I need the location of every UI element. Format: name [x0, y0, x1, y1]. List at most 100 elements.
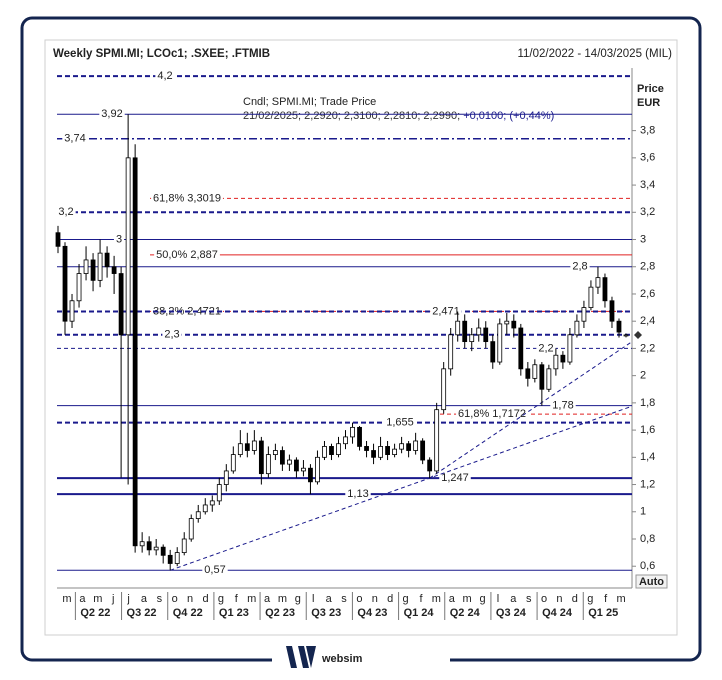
- candle-body: [511, 320, 517, 329]
- candle-body: [209, 500, 215, 506]
- level-label: 3: [116, 233, 122, 245]
- month-label: o: [356, 593, 362, 605]
- month-label: m: [62, 593, 71, 605]
- candle-body: [76, 273, 82, 302]
- month-label: g: [479, 593, 485, 605]
- month-label: n: [372, 593, 378, 605]
- quarter-label: Q1 23: [219, 607, 249, 619]
- logo-icon: [286, 646, 316, 668]
- candle-body: [251, 440, 257, 451]
- legend-values: 21/02/2025; 2,2920; 2,3100; 2,2810; 2,29…: [243, 110, 554, 122]
- y-tick-label: 3,6: [640, 152, 655, 164]
- candle-body: [181, 538, 187, 554]
- quarter-label: Q4 23: [357, 607, 387, 619]
- candle-body: [581, 307, 587, 322]
- candle-body: [301, 467, 306, 472]
- brand: websim: [321, 653, 363, 665]
- candle-body: [441, 368, 447, 411]
- candle-body: [525, 368, 531, 379]
- month-label: a: [79, 593, 86, 605]
- candle-body: [343, 436, 348, 445]
- candle-body: [160, 546, 166, 556]
- auto-label[interactable]: Auto: [639, 576, 664, 588]
- y-tick-label: 2,6: [640, 288, 655, 300]
- quarter-label: Q4 24: [542, 607, 573, 619]
- quarter-label: Q2 23: [265, 607, 295, 619]
- candle-body: [406, 443, 412, 451]
- candle-body: [90, 259, 96, 281]
- legend-change: +0,0100; (+0,44%): [463, 110, 554, 122]
- candle-body: [378, 446, 383, 458]
- quarter-label: Q3 24: [496, 607, 527, 619]
- candle-body: [448, 334, 454, 370]
- month-label: g: [587, 593, 593, 605]
- month-label: f: [419, 593, 423, 605]
- y-tick-label: 2,8: [640, 261, 655, 273]
- candle-body: [265, 454, 271, 475]
- month-label: m: [616, 593, 625, 605]
- candle-body: [385, 446, 390, 455]
- candle-body: [602, 277, 608, 302]
- auto-button[interactable]: [635, 574, 668, 589]
- candle-body: [469, 334, 475, 343]
- month-label: l: [497, 593, 499, 605]
- candle-body: [146, 541, 152, 551]
- candle-body: [244, 443, 250, 451]
- month-label: s: [526, 593, 532, 605]
- quarter-label: Q1 25: [588, 607, 618, 619]
- month-label: g: [218, 593, 224, 605]
- candle-body: [476, 327, 482, 336]
- candle-body: [595, 277, 601, 288]
- y-tick-label: 0,8: [640, 533, 655, 545]
- candle-body: [434, 409, 440, 472]
- y-tick-label: 1,4: [640, 451, 655, 463]
- candle-body: [413, 440, 419, 451]
- candle-body: [125, 157, 131, 336]
- candle-body: [364, 446, 369, 451]
- candle-body: [230, 454, 236, 472]
- candle-body: [111, 266, 117, 274]
- level-label-bg: [155, 70, 175, 83]
- candle-body: [546, 368, 552, 390]
- chart-title: Weekly SPMI.MI; LCOc1; .SXEE; .FTMIB: [53, 48, 270, 60]
- candle-body: [483, 327, 489, 343]
- month-label: f: [235, 593, 239, 605]
- month-label: j: [111, 593, 114, 605]
- y-tick-label: 3,4: [640, 179, 655, 191]
- level-label-bg: [439, 472, 471, 485]
- candle-body: [55, 232, 61, 247]
- candle-body: [202, 504, 208, 513]
- y-tick-label: 3,2: [640, 206, 655, 218]
- month-label: f: [604, 593, 608, 605]
- y-tick-label: 3: [640, 233, 646, 245]
- level-label: 2,8: [572, 261, 587, 273]
- plot: 0,6 0,8 1 1,2 1,4 1,6 1,8 2 2,2 2,4 2,6 2,8 3 3,2 3,4 3…: [55, 68, 655, 620]
- level-label: 3,2: [58, 206, 73, 218]
- candle-body: [188, 518, 194, 540]
- candle-body: [167, 554, 173, 564]
- candle-body: [104, 252, 110, 268]
- month-label: n: [556, 593, 562, 605]
- month-label: s: [157, 593, 163, 605]
- month-label: j: [126, 593, 129, 605]
- y-unit: EUR: [637, 97, 660, 109]
- month-label: l: [312, 593, 314, 605]
- level-label-bg: [345, 487, 371, 500]
- candle-body: [490, 341, 496, 363]
- quarter-label: Q2 24: [450, 607, 481, 619]
- month-label: m: [93, 593, 102, 605]
- candle-body: [83, 259, 89, 274]
- level-label: 61,8% 3,3019: [153, 192, 221, 204]
- level-label-bg: [430, 305, 462, 318]
- candle-body: [623, 334, 629, 337]
- level-label: 2,471: [432, 305, 460, 317]
- y-tick-label: 1,2: [640, 478, 655, 490]
- month-label: a: [510, 593, 517, 605]
- level-label: 3,92: [101, 108, 122, 120]
- y-tick-label: 1,8: [640, 397, 655, 409]
- candle-body: [174, 552, 180, 564]
- level-label-bg: [550, 399, 576, 412]
- candle-body: [420, 440, 426, 461]
- month-label: d: [202, 593, 208, 605]
